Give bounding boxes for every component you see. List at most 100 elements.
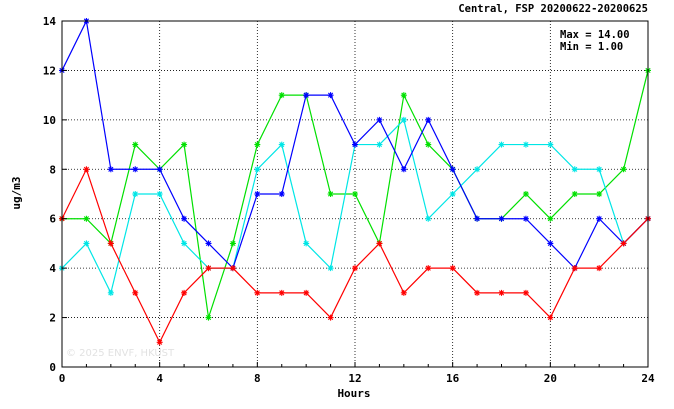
data-point: [498, 141, 505, 148]
y-tick-label: 0: [49, 361, 56, 374]
data-point: [327, 191, 334, 197]
data-point: [449, 166, 456, 173]
data-point: [571, 166, 578, 173]
y-tick-label: 10: [43, 114, 56, 127]
data-point: [596, 265, 603, 272]
x-tick-label: 0: [59, 372, 66, 385]
data-point: [596, 215, 603, 222]
y-tick-label: 14: [43, 15, 57, 28]
data-point: [474, 215, 481, 222]
data-point: [132, 141, 139, 148]
data-point: [229, 265, 236, 272]
chart-title: Central, FSP 20200622-20200625: [458, 3, 648, 15]
data-point: [107, 166, 114, 173]
data-point: [205, 314, 212, 321]
data-point: [327, 265, 334, 272]
max-stat: Max = 14.00: [560, 29, 630, 41]
data-point: [449, 191, 456, 197]
data-point: [400, 92, 407, 99]
data-point: [254, 166, 261, 173]
data-point: [400, 166, 407, 173]
watermark: © 2025 ENVF, HKUST: [66, 348, 175, 359]
x-axis-ticks: 0 4 8 12 16 20 24: [59, 362, 655, 385]
data-point: [83, 240, 90, 247]
y-axis-label: ug/m3: [10, 176, 23, 209]
data-point: [132, 289, 139, 296]
data-point: [547, 240, 554, 247]
data-point: [132, 166, 139, 173]
y-tick-label: 6: [49, 213, 56, 226]
data-point: [474, 289, 481, 296]
data-point: [303, 289, 310, 296]
data-point: [181, 240, 188, 247]
data-point: [327, 92, 334, 99]
data-point: [254, 289, 261, 296]
data-point: [181, 141, 188, 148]
data-point: [83, 166, 90, 173]
series-3: [59, 18, 651, 272]
data-point: [522, 289, 529, 296]
min-stat: Min = 1.00: [560, 41, 623, 53]
series-group: [59, 18, 651, 346]
data-point: [547, 314, 554, 321]
data-point: [425, 116, 432, 123]
data-point: [522, 141, 529, 148]
data-point: [596, 191, 603, 197]
data-point: [376, 116, 383, 123]
data-point: [278, 191, 285, 197]
data-point: [181, 215, 188, 222]
data-point: [571, 265, 578, 272]
data-point: [254, 191, 261, 197]
data-point: [156, 191, 163, 197]
data-point: [425, 215, 432, 222]
data-point: [425, 141, 432, 148]
y-tick-label: 8: [49, 163, 56, 176]
data-point: [156, 339, 163, 346]
x-axis-label: Hours: [337, 387, 370, 400]
data-point: [278, 141, 285, 148]
data-point: [620, 166, 627, 173]
data-point: [596, 166, 603, 173]
data-point: [303, 240, 310, 247]
y-tick-label: 12: [43, 64, 56, 77]
grid-lines: [62, 21, 648, 367]
data-point: [156, 166, 163, 173]
data-point: [83, 215, 90, 222]
data-point: [522, 215, 529, 222]
data-point: [449, 265, 456, 272]
data-point: [352, 141, 358, 148]
data-point: [205, 265, 212, 272]
data-point: [132, 191, 139, 197]
data-point: [522, 191, 529, 197]
x-tick-label: 20: [544, 372, 557, 385]
data-point: [352, 265, 358, 272]
data-point: [571, 191, 578, 197]
data-point: [205, 240, 212, 247]
data-point: [107, 289, 114, 296]
data-point: [278, 92, 285, 99]
data-point: [498, 215, 505, 222]
data-point: [400, 289, 407, 296]
data-point: [547, 141, 554, 148]
data-point: [547, 215, 554, 222]
data-point: [376, 240, 383, 247]
data-point: [229, 240, 236, 247]
x-tick-label: 8: [254, 372, 261, 385]
data-point: [474, 166, 481, 173]
series-4: [59, 166, 651, 346]
y-tick-label: 4: [49, 262, 56, 275]
data-point: [327, 314, 334, 321]
data-point: [376, 141, 383, 148]
y-axis-ticks: 0 2 4 6 8 10 12 14: [43, 15, 67, 374]
data-point: [254, 141, 261, 148]
data-point: [303, 92, 310, 99]
data-point: [400, 116, 407, 123]
x-tick-label: 12: [348, 372, 361, 385]
data-point: [352, 191, 358, 197]
x-tick-label: 4: [156, 372, 163, 385]
data-point: [107, 240, 114, 247]
y-tick-label: 2: [49, 312, 56, 325]
data-point: [498, 289, 505, 296]
x-tick-label: 16: [446, 372, 460, 385]
